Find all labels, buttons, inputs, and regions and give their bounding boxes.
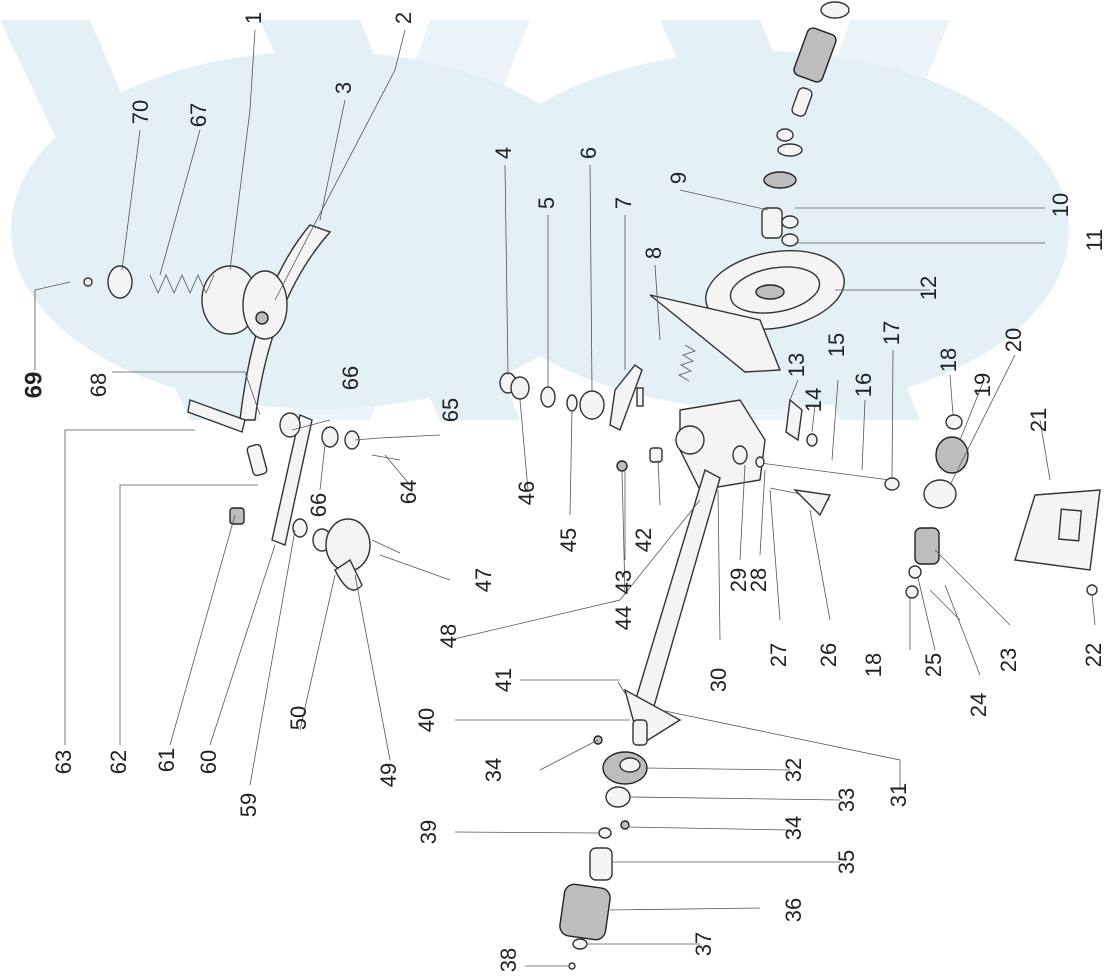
callout-label: 9 [666, 172, 691, 184]
parts-drawing [83, 1, 1101, 970]
callout-label: 27 [766, 643, 791, 667]
callout-label: 25 [921, 653, 946, 677]
callout-label: 22 [1081, 643, 1105, 667]
callout-label: 11 [1082, 229, 1105, 252]
callout-label: 64 [396, 480, 421, 504]
callout-label: 68 [86, 373, 111, 397]
callout-label: 13 [784, 353, 809, 377]
callout-label: 33 [834, 788, 859, 812]
callout-label: 7 [611, 197, 636, 209]
callout-label: 38 [496, 948, 521, 972]
callout-label: 70 [128, 100, 153, 124]
callout-label: 31 [886, 783, 911, 807]
callout-label: 59 [236, 793, 261, 817]
callout-label: 5 [534, 197, 559, 209]
callout-label: 3 [331, 82, 356, 94]
thread-plate [649, 249, 845, 373]
washer-stack [499, 364, 663, 472]
callout-label: 34 [481, 758, 506, 782]
callout-label: 41 [491, 668, 516, 692]
callout-label: 49 [376, 763, 401, 787]
callout-label: 14 [801, 388, 826, 412]
callout-label: 62 [106, 750, 131, 774]
spool-assembly [761, 1, 850, 247]
spring-8 [678, 344, 696, 382]
callout-label: 30 [706, 668, 731, 692]
callout-label: 37 [691, 932, 716, 956]
callout-labels: 1 2 3 4 5 6 7 8 9 10 11 12 13 14 15 16 1… [20, 12, 1105, 972]
right-parts [785, 398, 1101, 621]
callout-label: 47 [471, 568, 496, 592]
body-and-shaft [623, 399, 891, 747]
callout-label: 24 [966, 693, 991, 717]
watermark-logo [0, 20, 1069, 420]
callout-label: 61 [154, 748, 179, 772]
callout-label: 18 [936, 348, 961, 372]
lower-stack [559, 681, 648, 970]
callout-label: 32 [781, 758, 806, 782]
callout-label: 10 [1048, 193, 1073, 217]
tension-spring [83, 265, 215, 299]
leader-lines [34, 29, 1096, 967]
callout-label: 69 [20, 372, 47, 399]
callout-label: 44 [611, 606, 636, 630]
callout-label: 17 [879, 321, 904, 345]
callout-label: 26 [816, 643, 841, 667]
callout-label: 18 [861, 653, 886, 677]
callout-label: 6 [576, 147, 601, 159]
callout-label: 16 [851, 373, 876, 397]
callout-label: 20 [1001, 328, 1026, 352]
callout-label: 2 [391, 12, 416, 24]
callout-label: 63 [51, 750, 76, 774]
callout-label: 29 [726, 568, 751, 592]
callout-label: 45 [556, 528, 581, 552]
callout-label: 4 [491, 147, 516, 159]
callout-label: 43 [611, 570, 636, 594]
callout-label: 65 [438, 398, 463, 422]
callout-label: 35 [834, 850, 859, 874]
callout-label: 36 [781, 898, 806, 922]
callout-label: 48 [436, 624, 461, 648]
callout-label: 15 [824, 333, 849, 357]
callout-label: 67 [186, 103, 211, 127]
callout-label: 8 [641, 247, 666, 259]
callout-label: 1 [241, 12, 266, 24]
callout-label: 39 [416, 820, 441, 844]
callout-label: 19 [970, 373, 995, 397]
callout-label: 40 [414, 708, 439, 732]
callout-label: 34 [781, 816, 806, 840]
lever-assembly [187, 399, 401, 591]
callout-label: 50 [286, 706, 311, 730]
callout-label: 28 [746, 568, 771, 592]
callout-label: 42 [631, 528, 656, 552]
callout-label: 21 [1026, 408, 1051, 432]
callout-label: 23 [996, 648, 1021, 672]
callout-label: 46 [514, 481, 539, 505]
tension-arm [201, 224, 332, 421]
callout-label: 66 [338, 366, 363, 390]
callout-label: 66 [306, 493, 331, 517]
callout-label: 60 [196, 750, 221, 774]
callout-label: 12 [916, 276, 941, 300]
